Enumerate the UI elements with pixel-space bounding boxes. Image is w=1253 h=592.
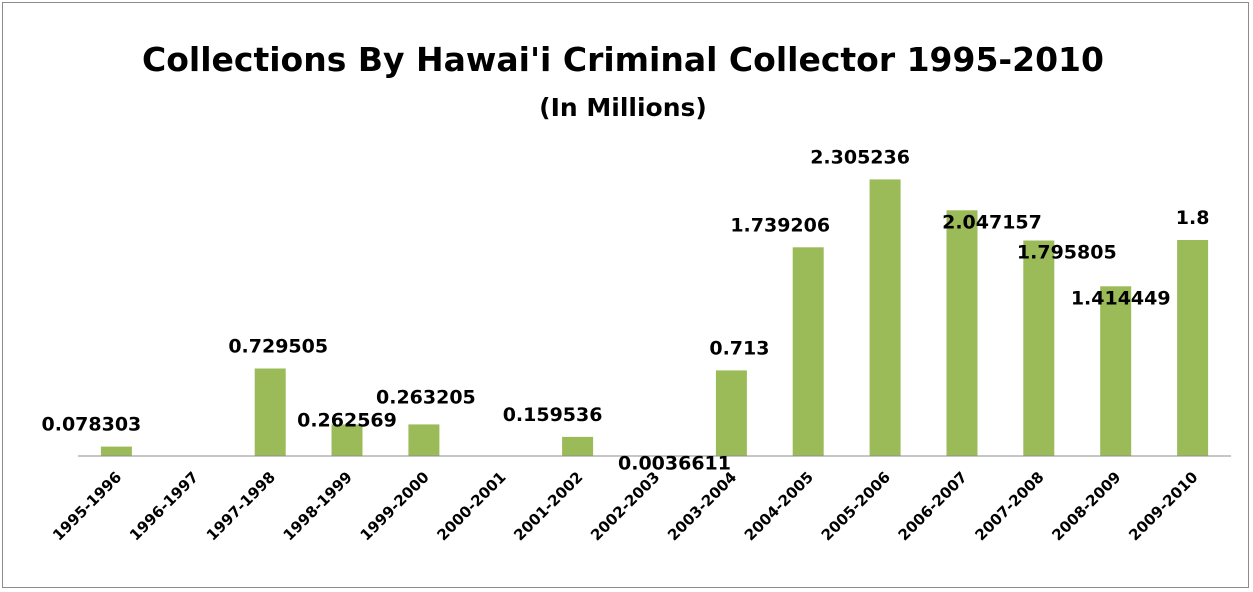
- bar-2004-2005: [792, 247, 824, 456]
- x-tick-label-1997-1998: 1997-1998: [203, 468, 279, 544]
- x-tick-label-2005-2006: 2005-2006: [818, 468, 894, 544]
- data-label-2004-2005: 1.739206: [730, 214, 830, 236]
- bar-2006-2007: [946, 210, 978, 456]
- data-label-2009-2010: 1.8: [1176, 207, 1210, 229]
- x-tick-label-2000-2001: 2000-2001: [433, 468, 509, 544]
- bar-2009-2010: [1177, 240, 1209, 456]
- x-tick-label-2003-2004: 2003-2004: [664, 468, 740, 544]
- data-label-2001-2002: 0.159536: [503, 404, 603, 426]
- chart-title: Collections By Hawai'i Criminal Collecto…: [142, 40, 1104, 79]
- x-tick-label-1995-1996: 1995-1996: [49, 468, 125, 544]
- x-tick-label-1996-1997: 1996-1997: [126, 468, 202, 544]
- data-label-2005-2006: 2.305236: [810, 146, 910, 168]
- data-label-2006-2007: 2.047157: [942, 211, 1042, 233]
- data-label-1998-1999: 0.262569: [297, 410, 397, 432]
- x-tick-label-2002-2003: 2002-2003: [587, 468, 663, 544]
- bar-2001-2002: [562, 436, 594, 456]
- bar-1999-2000: [408, 424, 440, 456]
- data-label-2007-2008: 1.795805: [1017, 242, 1117, 264]
- x-tick-label-2006-2007: 2006-2007: [895, 468, 971, 544]
- x-tick-label-2004-2005: 2004-2005: [741, 468, 817, 544]
- x-tick-label-2001-2002: 2001-2002: [510, 468, 586, 544]
- data-label-2002-2003: 0.0036611: [618, 453, 731, 475]
- data-label-1995-1996: 0.078303: [42, 414, 142, 436]
- bar-1997-1998: [254, 368, 286, 456]
- bar-2008-2009: [1100, 286, 1132, 456]
- data-label-1999-2000: 0.263205: [376, 386, 476, 408]
- bar-1995-1996: [100, 446, 132, 456]
- data-label-2003-2004: 0.713: [709, 337, 769, 359]
- x-tick-label-1999-2000: 1999-2000: [357, 468, 433, 544]
- bar-2003-2004: [715, 370, 747, 456]
- data-label-1997-1998: 0.729505: [228, 336, 328, 358]
- bar-2005-2006: [869, 179, 901, 456]
- x-tick-label-2007-2008: 2007-2008: [971, 468, 1047, 544]
- chart-subtitle: (In Millions): [539, 93, 707, 122]
- bar-chart: Collections By Hawai'i Criminal Collecto…: [42, 40, 1231, 544]
- x-tick-label-1998-1999: 1998-1999: [280, 468, 356, 544]
- bar-1998-1999: [331, 424, 363, 456]
- x-tick-label-2008-2009: 2008-2009: [1048, 468, 1124, 544]
- bar-2007-2008: [1023, 240, 1055, 456]
- data-label-2008-2009: 1.414449: [1071, 287, 1171, 309]
- bars-layer: [100, 179, 1209, 456]
- x-tick-labels-layer: 1995-1996 1996-1997 1997-1998 1998-1999 1999…: [49, 468, 1201, 544]
- x-tick-label-2009-2010: 2009-2010: [1125, 468, 1201, 544]
